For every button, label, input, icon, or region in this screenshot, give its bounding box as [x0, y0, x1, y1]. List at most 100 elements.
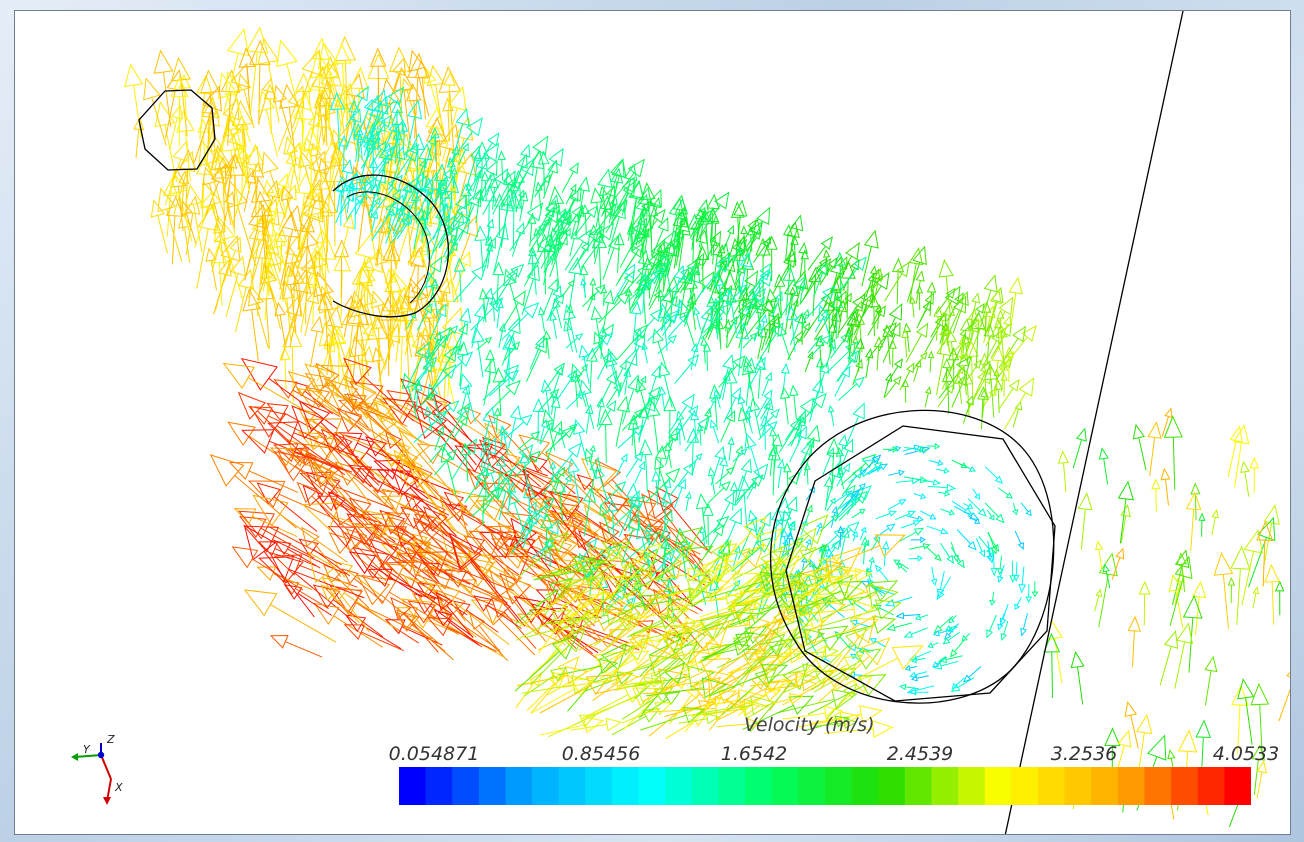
velocity-arrow: [630, 300, 642, 343]
velocity-arrow: [837, 376, 865, 401]
velocity-arrow: [708, 384, 722, 431]
velocity-arrow: [932, 629, 951, 637]
velocity-arrow: [540, 421, 553, 445]
render-viewport[interactable]: Velocity (m/s) 0.054871 0.85456 1.6542 2…: [14, 10, 1291, 835]
velocity-arrow: [901, 328, 910, 358]
velocity-arrow: [999, 603, 1009, 627]
velocity-arrow: [492, 367, 506, 416]
velocity-arrow: [580, 222, 615, 269]
velocity-arrow: [264, 242, 292, 321]
velocity-arrow: [784, 397, 815, 441]
velocity-arrow: [353, 523, 424, 558]
velocity-arrow: [712, 214, 720, 242]
velocity-arrow: [343, 410, 392, 445]
velocity-arrow: [525, 336, 548, 382]
velocity-arrow: [443, 71, 456, 118]
velocity-arrow: [480, 436, 491, 468]
velocity-arrow: [776, 458, 786, 488]
velocity-arrow: [290, 194, 324, 278]
velocity-arrow: [989, 591, 996, 606]
velocity-arrow: [246, 26, 269, 114]
velocity-arrow: [714, 310, 723, 340]
velocity-glyph-scene[interactable]: [15, 11, 1291, 835]
velocity-arrow: [307, 551, 370, 633]
colorbar-band: [904, 767, 933, 805]
velocity-arrow: [369, 182, 380, 219]
velocity-arrow: [545, 426, 576, 454]
velocity-arrow: [250, 190, 273, 279]
vector-glyphs: [124, 26, 1290, 828]
velocity-arrow: [472, 153, 488, 201]
velocity-arrow: [231, 546, 304, 591]
velocity-arrow: [962, 502, 974, 510]
velocity-arrow: [621, 408, 645, 431]
velocity-arrow: [668, 461, 697, 497]
velocity-arrow: [756, 389, 773, 418]
velocity-arrow: [1233, 424, 1250, 488]
velocity-arrow: [724, 367, 738, 419]
velocity-arrow: [798, 242, 809, 278]
velocity-arrow: [817, 637, 891, 704]
velocity-arrow: [327, 491, 373, 535]
velocity-arrow: [909, 671, 928, 679]
velocity-arrow: [748, 647, 809, 664]
velocity-arrow: [735, 474, 764, 503]
velocity-arrow: [975, 538, 985, 558]
velocity-arrow: [910, 536, 926, 544]
velocity-arrow: [937, 490, 951, 497]
velocity-arrow: [718, 353, 735, 400]
velocity-arrow: [950, 541, 959, 563]
velocity-arrow: [442, 85, 467, 162]
velocity-arrow: [866, 321, 897, 362]
velocity-arrow: [616, 324, 649, 361]
velocity-arrow: [951, 500, 973, 515]
velocity-arrow: [279, 83, 300, 165]
velocity-arrow: [906, 245, 927, 303]
velocity-arrow: [749, 397, 762, 438]
velocity-arrow: [903, 627, 928, 638]
velocity-arrow: [478, 483, 490, 526]
velocity-arrow: [282, 235, 302, 302]
velocity-arrow: [883, 261, 910, 302]
velocity-arrow: [1127, 615, 1142, 667]
velocity-arrow: [317, 41, 342, 127]
velocity-arrow: [365, 436, 419, 483]
velocity-arrow: [295, 171, 314, 246]
velocity-arrow: [235, 268, 255, 333]
velocity-arrow: [582, 486, 596, 537]
velocity-arrow: [1077, 492, 1093, 550]
velocity-arrow: [984, 466, 1004, 484]
velocity-arrow: [834, 365, 851, 397]
velocity-arrow: [550, 541, 631, 576]
velocity-arrow: [225, 255, 246, 317]
velocity-arrow: [906, 685, 935, 695]
velocity-arrow: [550, 396, 561, 433]
velocity-arrow: [732, 448, 748, 463]
velocity-arrow: [1132, 423, 1147, 471]
tube-inner-arc: [346, 191, 430, 304]
large-circle-outline: [769, 409, 1055, 704]
velocity-arrow: [813, 564, 826, 591]
velocity-arrow: [816, 357, 825, 388]
velocity-arrow: [530, 656, 580, 714]
velocity-arrow: [826, 341, 860, 373]
velocity-arrow: [360, 137, 381, 169]
velocity-arrow: [262, 179, 275, 225]
velocity-arrow: [804, 350, 814, 373]
velocity-arrow: [262, 250, 275, 296]
velocity-arrow: [800, 599, 877, 620]
colorbar-band: [1038, 767, 1066, 805]
velocity-arrow: [786, 546, 862, 613]
velocity-arrow: [549, 228, 568, 278]
velocity-arrow: [717, 718, 762, 730]
velocity-arrow: [800, 583, 899, 609]
velocity-arrow: [296, 481, 349, 531]
velocity-arrow: [615, 395, 630, 447]
velocity-arrow: [717, 632, 776, 674]
velocity-arrow: [413, 377, 421, 400]
velocity-arrow: [393, 66, 414, 146]
velocity-arrow: [593, 203, 617, 236]
velocity-arrow: [936, 467, 950, 474]
velocity-arrow: [651, 196, 662, 230]
velocity-arrow: [388, 207, 395, 230]
